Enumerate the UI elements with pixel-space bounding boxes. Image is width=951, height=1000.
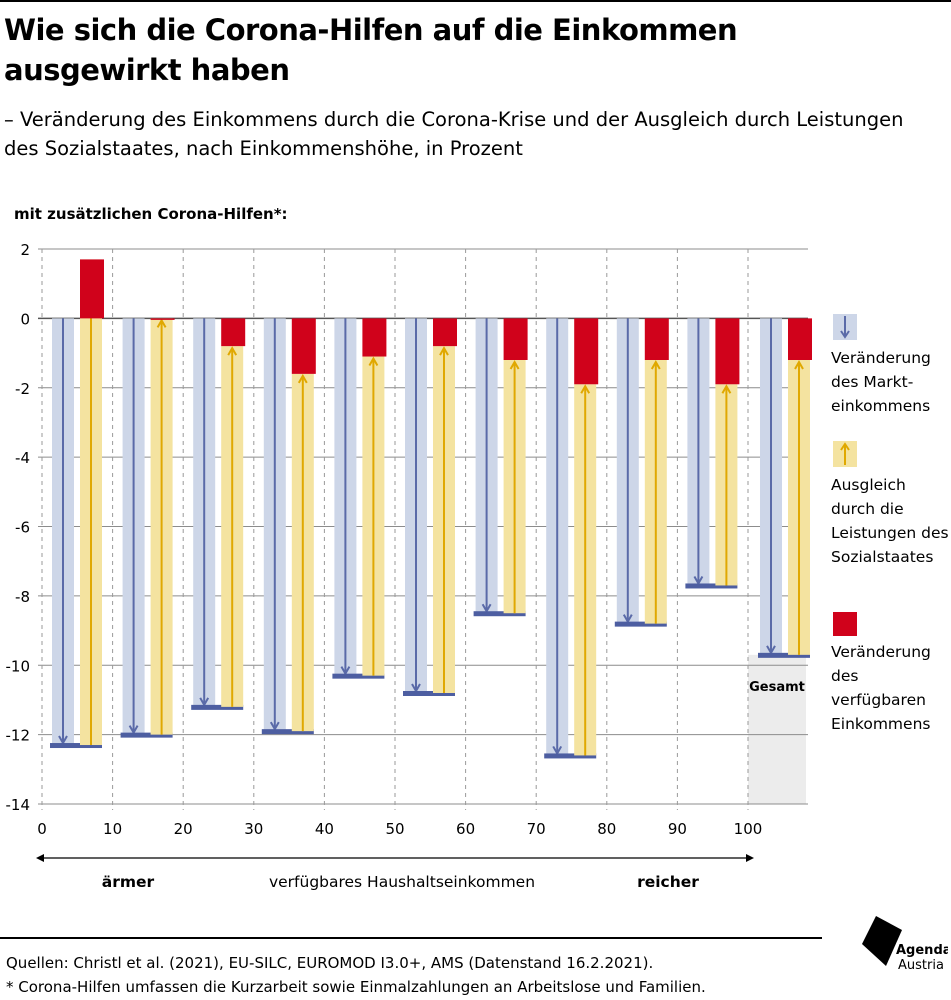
y-tick-label: 0 xyxy=(20,310,30,328)
scenario-label: mit zusätzlichen Corona-Hilfen*: xyxy=(14,205,288,223)
social-arrow-head xyxy=(721,384,732,394)
market-level-marker xyxy=(191,704,244,710)
x-tick-label: 20 xyxy=(174,820,193,838)
logo-line2: Austria xyxy=(898,958,944,973)
social-arrow-head xyxy=(368,356,379,367)
market-level-marker xyxy=(473,611,526,617)
y-tick-label: -4 xyxy=(15,449,30,467)
x-axis-title: verfügbares Haushaltseinkommen xyxy=(269,873,535,891)
x-tick-label: 100 xyxy=(734,820,763,838)
chart-title: Wie sich die Corona-Hilfen auf die Einko… xyxy=(4,13,738,87)
y-tick-label: 2 xyxy=(20,241,30,259)
up-arrow-icon xyxy=(833,441,857,467)
axis-right-arrowhead xyxy=(746,854,754,862)
x-tick-label: 80 xyxy=(597,820,616,838)
disposable-change-bar xyxy=(715,318,740,385)
market-level-marker xyxy=(614,621,667,627)
x-tick-label: 10 xyxy=(103,820,122,838)
logo-line1: Agenda xyxy=(896,943,948,958)
y-tick-label: -6 xyxy=(15,519,30,537)
market-level-marker xyxy=(50,743,102,749)
x-tick-label: 50 xyxy=(385,820,404,838)
market-level-marker xyxy=(261,729,314,735)
social-arrow-head xyxy=(156,318,167,328)
legend-label-market: Veränderung des Markt­einkommens xyxy=(831,349,931,415)
sources-text: Quellen: Christl et al. (2021), EU-SILC,… xyxy=(6,954,654,972)
gesamt-background xyxy=(748,654,806,804)
x-tick-label: 40 xyxy=(315,820,334,838)
social-arrow-head xyxy=(580,384,591,394)
axis-left-arrowhead xyxy=(36,854,44,862)
x-tick-label: 0 xyxy=(37,820,47,838)
legend-label-disposable: Veränderung des verfügbaren Einkommens xyxy=(831,643,931,733)
y-tick-label: -8 xyxy=(15,588,30,606)
y-tick-label: -10 xyxy=(6,657,31,675)
top-rule xyxy=(0,0,951,2)
social-arrow-head xyxy=(794,359,804,370)
disposable-change-bar xyxy=(291,318,316,374)
market-level-marker xyxy=(685,583,738,589)
x-tick-label: 70 xyxy=(527,820,546,838)
market-level-marker xyxy=(332,673,385,679)
legend-label-social: Ausgleich durch die Leistungen des Sozia… xyxy=(831,476,949,566)
disposable-change-bar xyxy=(221,318,246,347)
y-tick-label: -12 xyxy=(6,727,31,745)
disposable-change-bar xyxy=(574,318,599,385)
market-level-marker xyxy=(120,732,173,738)
x-tick-label: 30 xyxy=(244,820,263,838)
disposable-change-bar xyxy=(433,318,457,347)
market-level-marker xyxy=(403,691,455,696)
social-arrow-head xyxy=(297,373,308,384)
social-arrow-head xyxy=(650,359,661,370)
disposable-change-bar xyxy=(503,318,528,360)
x-tick-label: 90 xyxy=(668,820,687,838)
disposable-change-bar xyxy=(150,318,175,320)
disposable-change-bar xyxy=(788,318,812,360)
disposable-change-bar xyxy=(644,318,669,360)
richer-label: reicher xyxy=(637,873,699,891)
social-arrow-head xyxy=(439,346,449,356)
chart-subtitle: – Veränderung des Einkommens durch die C… xyxy=(4,108,904,160)
disposable-change-bar xyxy=(80,259,104,319)
down-arrow-icon xyxy=(833,314,857,340)
income-change-chart: 20-2-4-6-8-10-12-140 10 20 30 40 50 60 70 80 90 10… xyxy=(6,241,812,891)
y-tick-label: -14 xyxy=(6,796,31,814)
agenda-austria-logo: Agenda Austria xyxy=(858,910,951,980)
poorer-label: ärmer xyxy=(102,873,155,891)
market-level-marker xyxy=(758,652,810,658)
logo-mark-icon: Agenda Austria xyxy=(862,916,951,973)
social-arrow-head xyxy=(227,346,238,356)
gesamt-label: Gesamt xyxy=(749,680,805,695)
disposable-change-bar xyxy=(362,318,387,357)
market-level-marker xyxy=(544,753,597,759)
y-tick-label: -2 xyxy=(15,380,30,398)
footnote-text: * Corona-Hilfen umfassen die Kurzarbeit … xyxy=(6,978,706,996)
x-tick-label: 60 xyxy=(456,820,475,838)
footer-rule xyxy=(0,937,822,939)
social-arrow-head xyxy=(509,359,520,370)
red-square-icon xyxy=(833,612,857,636)
